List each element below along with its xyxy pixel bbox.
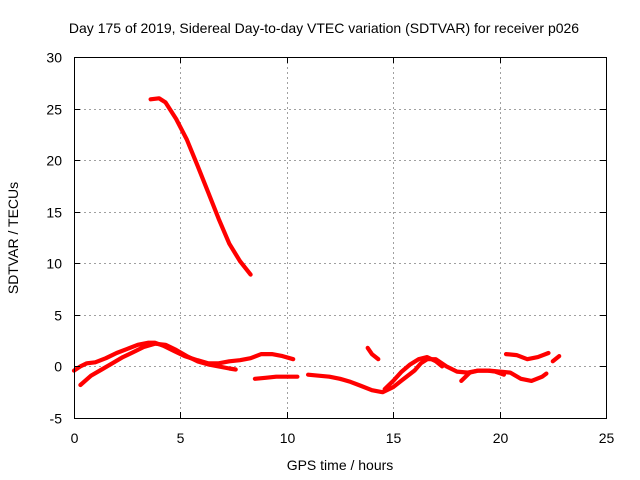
x-tick-label: 20 <box>493 430 509 446</box>
series-trace-7 <box>459 368 506 383</box>
x-tick-label: 15 <box>386 430 402 446</box>
series-trace-10 <box>550 354 562 364</box>
x-tick-label: 25 <box>599 430 615 446</box>
series-trace-5 <box>306 357 549 395</box>
x-tick-labels: 0 5 10 15 20 25 <box>71 430 615 446</box>
x-tick-label: 10 <box>280 430 296 446</box>
y-tick-label: 10 <box>46 256 62 272</box>
y-axis-label: SDTVAR / TECUs <box>5 182 21 294</box>
y-tick-label: -5 <box>50 411 63 427</box>
y-tick-label: 15 <box>46 205 62 221</box>
x-tick-label: 0 <box>71 430 79 446</box>
series-trace-6 <box>382 355 445 392</box>
y-tick-label: 5 <box>54 308 62 324</box>
x-tick-label: 5 <box>177 430 185 446</box>
series-trace-4 <box>252 374 300 381</box>
grid-lines <box>74 57 606 418</box>
y-tick-label: 20 <box>46 153 62 169</box>
y-tick-labels: -5 0 5 10 15 20 25 30 <box>46 50 62 427</box>
y-tick-label: 30 <box>46 50 62 66</box>
x-axis-label: GPS time / hours <box>287 457 394 473</box>
series-trace-8 <box>365 345 381 362</box>
series-trace-3 <box>78 341 238 388</box>
data-series <box>71 96 562 395</box>
series-trace-1 <box>148 96 253 277</box>
y-tick-label: 0 <box>54 359 62 375</box>
chart-title: Day 175 of 2019, Sidereal Day-to-day VTE… <box>69 20 579 36</box>
series-trace-9 <box>503 350 551 362</box>
axis-ticks <box>74 57 607 419</box>
plot-frame <box>74 57 607 419</box>
y-tick-label: 25 <box>46 102 62 118</box>
